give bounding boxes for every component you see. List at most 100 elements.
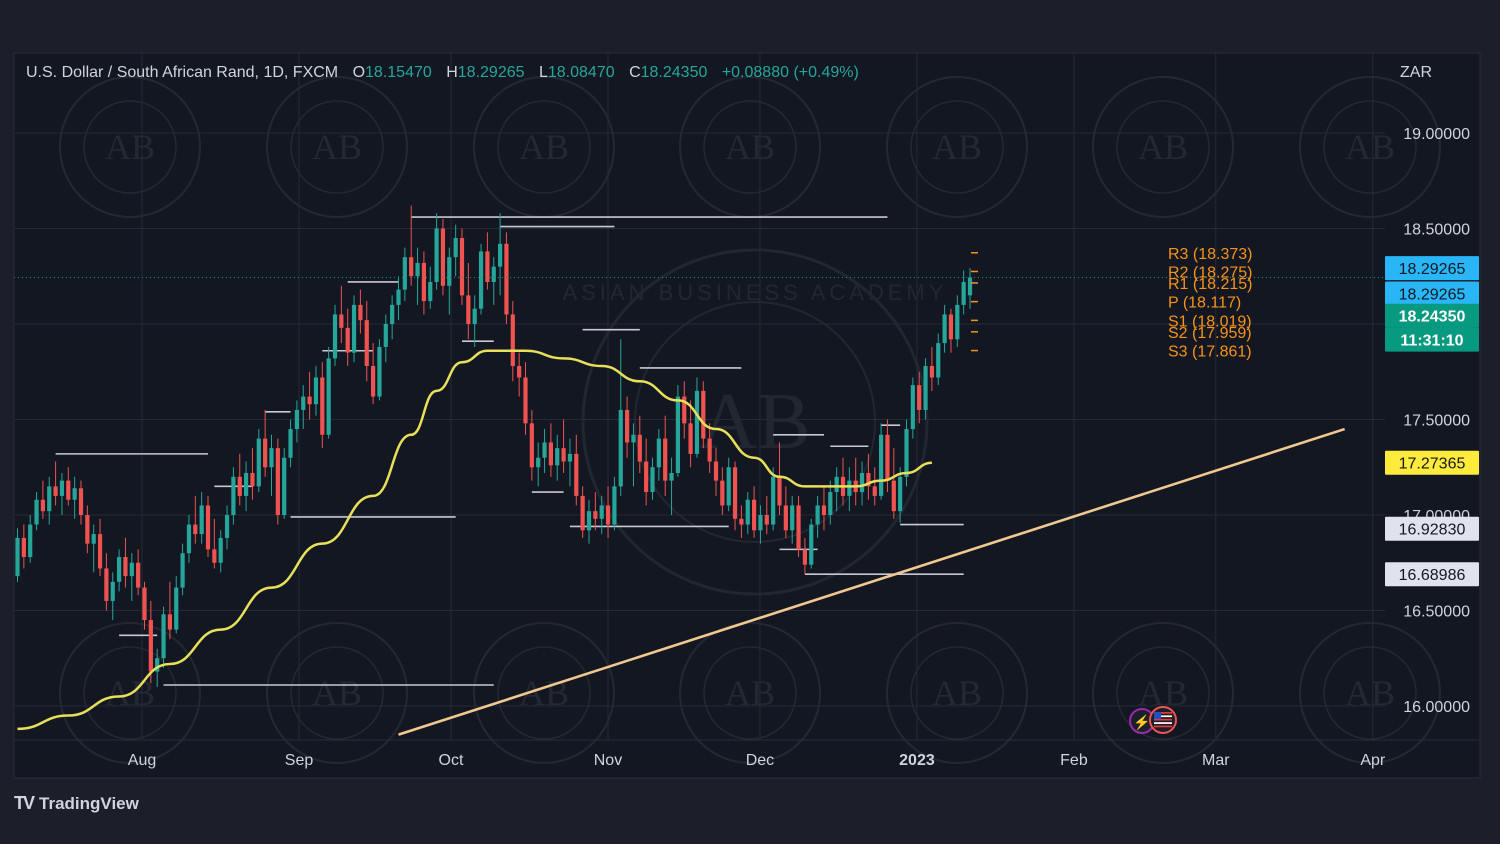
price-label[interactable]: 16.68986 (1385, 562, 1479, 587)
candle (415, 247, 420, 305)
candle (675, 385, 680, 477)
candle (548, 423, 553, 477)
candle-body (809, 524, 814, 565)
candle (66, 467, 71, 506)
candle (923, 358, 928, 420)
candle (847, 467, 852, 512)
price-label-text: 16.92830 (1399, 522, 1466, 539)
candle-body (707, 438, 712, 462)
price-label-text: 11:31:10 (1400, 333, 1463, 350)
candle (783, 486, 788, 538)
x-tick-label: Mar (1202, 752, 1230, 769)
candle (834, 467, 839, 512)
candle (967, 268, 973, 309)
candle (428, 266, 433, 309)
candle-body (434, 228, 439, 282)
candle-body (948, 314, 954, 340)
candle-body (85, 515, 90, 544)
candle (669, 457, 674, 515)
candle-body (555, 448, 560, 466)
price-label[interactable]: 18.24350 (1385, 303, 1479, 328)
candle (866, 453, 871, 500)
candle (898, 467, 903, 523)
symbol-info: U.S. Dollar / South African Rand, 1D, FX… (26, 64, 859, 82)
candle (212, 518, 217, 569)
us-flag-stripe (1154, 725, 1172, 728)
y-tick-label: 19.00000 (1403, 126, 1470, 143)
candle (282, 448, 287, 519)
candle-body (828, 492, 833, 515)
price-label[interactable]: 18.29265 (1385, 256, 1479, 281)
change-value: +0.08880 (+0.49%) (721, 64, 859, 81)
candle (294, 400, 299, 443)
candles (15, 205, 973, 687)
candle (726, 457, 731, 512)
low-value: 18.08470 (547, 64, 615, 81)
candle (161, 606, 166, 668)
candle (110, 572, 115, 621)
candle-body (78, 488, 84, 515)
candle (205, 495, 211, 558)
candle-body (288, 429, 293, 458)
candle-body (885, 434, 890, 481)
candle (713, 448, 719, 496)
watermark-inner-ring (703, 646, 797, 740)
candle (421, 251, 426, 315)
candle (72, 476, 77, 519)
candle (917, 371, 922, 424)
price-label[interactable]: 11:31:10 (1385, 327, 1479, 352)
candle (377, 339, 382, 401)
candle-body (605, 505, 611, 525)
candle-body (123, 557, 128, 577)
candle-body (548, 442, 553, 466)
candle-body (383, 324, 388, 347)
candle-body (205, 505, 211, 550)
candle-body (631, 434, 636, 443)
candle (618, 339, 623, 496)
close-label: C (629, 64, 641, 81)
tradingview-brand[interactable]: TV TradingView (14, 793, 139, 814)
candle (123, 537, 128, 588)
price-label[interactable]: 16.92830 (1385, 516, 1479, 541)
candle (472, 295, 477, 347)
candle-body (637, 434, 642, 462)
candle-body (307, 396, 312, 405)
symbol-title[interactable]: U.S. Dollar / South African Rand, 1D, FX… (26, 64, 339, 81)
candle-body (542, 442, 547, 458)
watermark-inner-ring (910, 100, 1004, 194)
candle-body (650, 467, 655, 493)
price-label[interactable]: 18.29265 (1385, 281, 1479, 306)
watermark-ring (886, 622, 1028, 764)
candle (650, 457, 655, 500)
candle-body (91, 534, 96, 544)
candle-body (529, 423, 534, 468)
candle-body (510, 314, 515, 367)
price-label-bg (1385, 303, 1479, 328)
candle-body (675, 396, 680, 473)
high-label: H (446, 64, 458, 81)
candle-body (491, 266, 496, 282)
candle (720, 467, 725, 515)
candle (371, 343, 376, 405)
watermark-text: AB (312, 673, 362, 713)
candle-body (694, 390, 700, 454)
candle (409, 205, 414, 286)
candle (510, 301, 515, 382)
candle (694, 377, 700, 458)
pivot-label: R3 (18.373) (1168, 246, 1253, 263)
price-label[interactable]: 17.27365 (1385, 450, 1479, 475)
candle-body (599, 505, 604, 519)
x-tick-label: Apr (1360, 752, 1386, 769)
pivot-label: S2 (17.959) (1168, 325, 1252, 342)
watermark-center-text: AB (699, 378, 810, 466)
candle (358, 289, 363, 334)
watermark-ring (1092, 76, 1234, 218)
open-value: 18.15470 (365, 64, 432, 81)
candle-body (129, 562, 134, 577)
candle-body (148, 620, 153, 672)
candle (929, 346, 934, 391)
candle (434, 213, 439, 290)
candle (250, 448, 255, 500)
candle (91, 524, 96, 573)
